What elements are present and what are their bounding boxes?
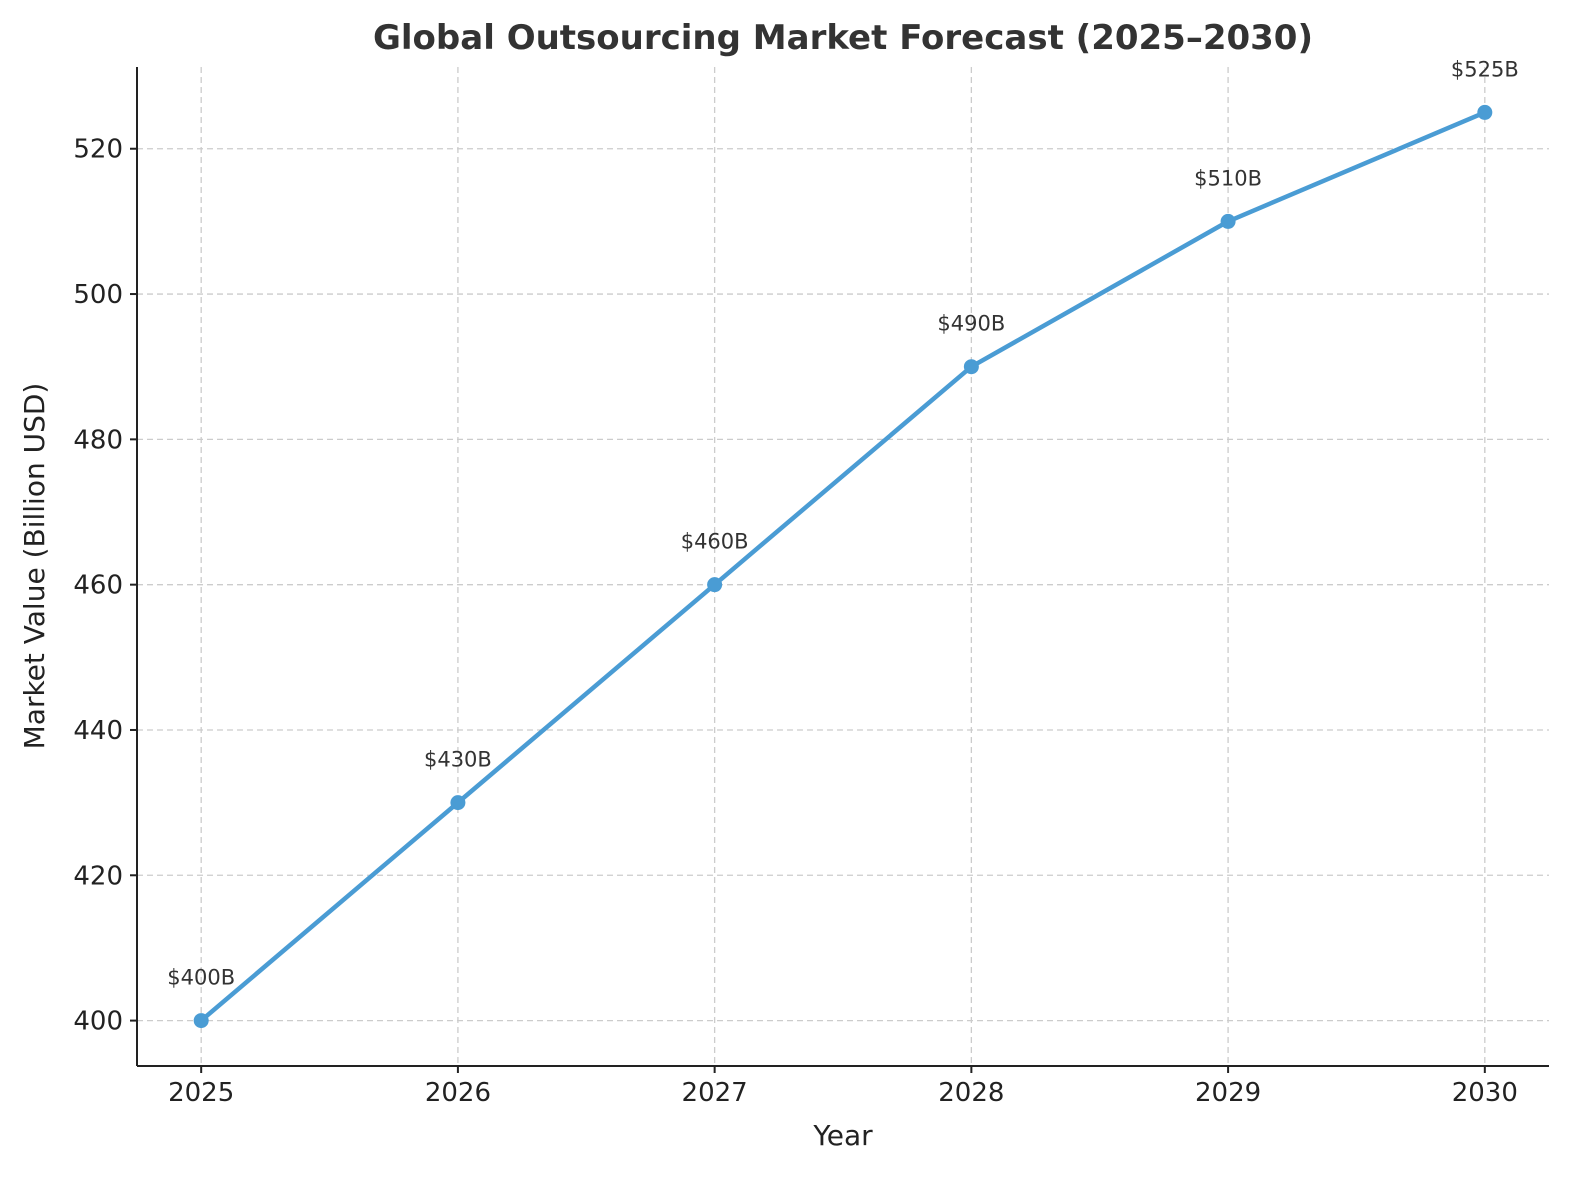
- x-tick-label: 2025: [168, 1078, 234, 1108]
- data-label: $430B: [424, 748, 492, 772]
- x-axis-label: Year: [812, 1119, 873, 1152]
- series-line: [199, 110, 1486, 1023]
- chart-title: Global Outsourcing Market Forecast (2025…: [373, 18, 1313, 58]
- y-tick-label: 420: [73, 861, 123, 891]
- data-label: $400B: [167, 966, 235, 990]
- y-tick-label: 480: [73, 425, 123, 455]
- data-point-marker: [1477, 104, 1493, 120]
- x-tick-label: 2029: [1195, 1078, 1261, 1108]
- y-axis-label: Market Value (Billion USD): [18, 383, 51, 750]
- data-label: $510B: [1194, 166, 1262, 190]
- x-tick-label: 2030: [1452, 1078, 1518, 1108]
- y-tick-label: 440: [73, 716, 123, 746]
- y-tick-label: 400: [73, 1007, 123, 1037]
- x-tick-label: 2026: [425, 1078, 491, 1108]
- data-point-marker: [1220, 213, 1236, 229]
- data-label: $490B: [937, 312, 1005, 336]
- data-point-marker: [707, 577, 723, 593]
- y-tick-label: 460: [73, 571, 123, 601]
- data-point-marker: [963, 359, 979, 375]
- data-label: $525B: [1451, 57, 1519, 81]
- x-tick-label: 2028: [938, 1078, 1004, 1108]
- grid: [137, 67, 1549, 1066]
- data-point-marker: [193, 1013, 209, 1029]
- data-label: $460B: [681, 530, 749, 554]
- y-tick-label: 500: [73, 280, 123, 310]
- x-tick-label: 2027: [682, 1078, 748, 1108]
- tick-labels: 2025 2026 2027 2028 2029 2030 400 420 440 460 480 5…: [73, 135, 1518, 1108]
- y-tick-label: 520: [73, 135, 123, 165]
- data-point-marker: [450, 795, 466, 811]
- series-line-group: $400B $430B $460B $490B $510B $525B: [167, 57, 1519, 1029]
